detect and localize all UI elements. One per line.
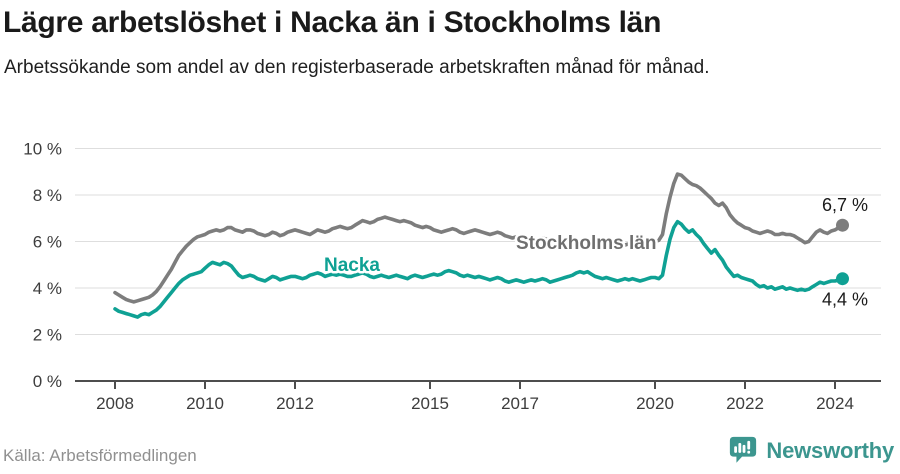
page-subtitle: Arbetssökande som andel av den registerb… [4, 57, 710, 78]
y-axis-tick-label: 6 % [33, 233, 62, 252]
y-axis-tick-label: 10 % [23, 140, 62, 159]
source-note: Källa: Arbetsförmedlingen [3, 446, 197, 465]
bar-chart-speech-bubble-icon [730, 436, 757, 463]
x-axis-tick-label: 2015 [411, 394, 449, 413]
y-axis-tick-label: 8 % [33, 186, 62, 205]
series-end-value-label: 4,4 % [822, 290, 868, 310]
x-axis-tick-label: 2017 [501, 394, 539, 413]
x-axis-tick-label: 2008 [96, 394, 134, 413]
y-axis-tick-label: 4 % [33, 279, 62, 298]
x-axis-tick-label: 2024 [816, 394, 854, 413]
series-name-label: Stockholms län [516, 233, 656, 254]
chart-footer: Källa: Arbetsförmedlingen Newsworthy [0, 435, 900, 474]
series-line-0 [113, 172, 845, 304]
brand-name: Newsworthy [766, 437, 894, 463]
x-axis-tick-label: 2010 [186, 394, 224, 413]
y-axis-tick-label: 0 % [33, 372, 62, 391]
x-axis-tick-label: 2012 [276, 394, 314, 413]
series-end-value-label: 6,7 % [822, 195, 868, 215]
x-axis-tick-label: 2020 [636, 394, 674, 413]
y-axis-tick-label: 2 % [33, 326, 62, 345]
newsworthy-logo: Newsworthy [728, 435, 894, 466]
chart-header: Lägre arbetslöshet i Nacka än i Stockhol… [0, 0, 900, 82]
series-end-dot [836, 272, 849, 286]
series-line-1 [113, 219, 845, 319]
page-title: Lägre arbetslöshet i Nacka än i Stockhol… [3, 6, 662, 39]
series-end-dot [836, 218, 849, 232]
x-axis-tick-label: 2022 [726, 394, 764, 413]
series-name-label: Nacka [324, 255, 380, 276]
